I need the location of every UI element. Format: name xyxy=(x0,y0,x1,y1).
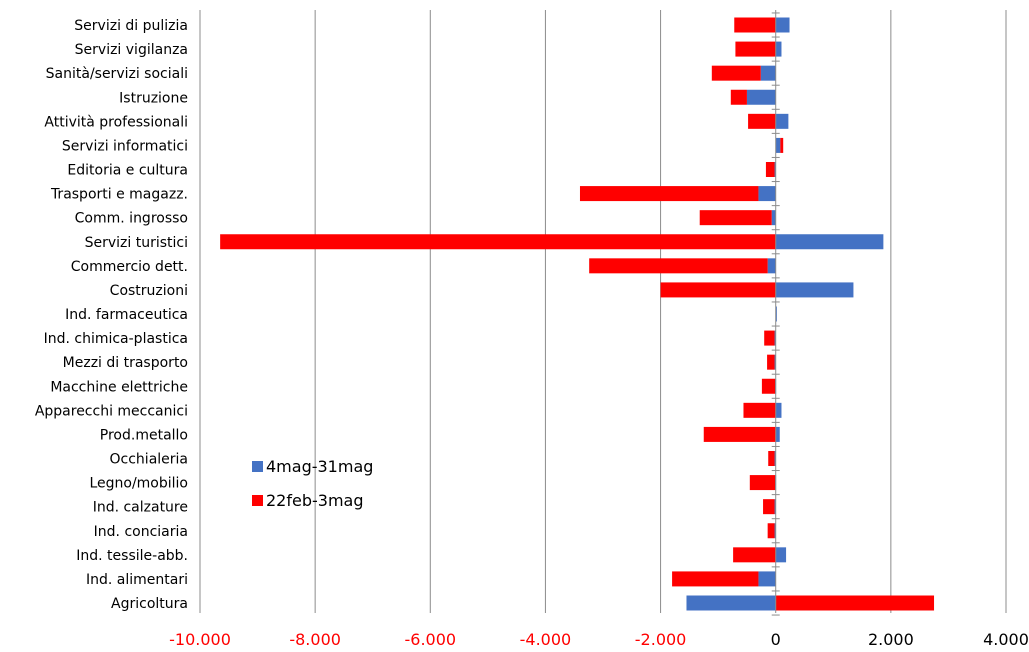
legend-swatch xyxy=(252,495,263,506)
bar-series-1 xyxy=(771,210,776,226)
bar-series-1 xyxy=(775,426,780,442)
category-label: Mezzi di trasporto xyxy=(63,355,188,371)
bar-series-2 xyxy=(775,595,935,611)
bar-series-2 xyxy=(730,89,747,105)
category-label: Editoria e cultura xyxy=(67,163,188,179)
category-label: Macchine elettriche xyxy=(50,379,188,395)
x-tick-label: -4.000 xyxy=(520,630,572,649)
bar-series-1 xyxy=(775,113,789,129)
x-tick-label: -10.000 xyxy=(169,630,231,649)
bar-series-2 xyxy=(220,234,776,250)
x-tick-label: -8.000 xyxy=(289,630,341,649)
bar-series-1 xyxy=(774,330,776,346)
bar-series-2 xyxy=(672,571,759,587)
bar-series-1 xyxy=(775,41,782,57)
category-label: Occhialeria xyxy=(110,452,188,468)
bar-series-2 xyxy=(660,282,776,298)
category-label: Servizi turistici xyxy=(85,235,188,251)
category-label: Trasporti e magazz. xyxy=(50,187,188,203)
category-label: Ind. chimica-plastica xyxy=(44,331,188,347)
legend-swatch xyxy=(252,461,263,472)
bar-series-1 xyxy=(760,65,776,81)
legend-label: 22feb-3mag xyxy=(266,491,364,510)
bar-series-1 xyxy=(775,306,777,322)
category-label: Comm. ingrosso xyxy=(75,211,188,227)
bar-series-2 xyxy=(780,137,784,153)
bar-series-1 xyxy=(775,234,884,250)
bar-series-1 xyxy=(767,258,776,274)
category-label: Attività professionali xyxy=(44,114,188,130)
category-label: Ind. farmaceutica xyxy=(65,307,188,323)
category-label: Commercio dett. xyxy=(71,259,188,275)
x-tick-label: -2.000 xyxy=(635,630,687,649)
bar-series-2 xyxy=(733,547,776,563)
bar-series-2 xyxy=(711,65,761,81)
bar-series-1 xyxy=(746,89,776,105)
bar-series-2 xyxy=(763,499,775,515)
category-label: Sanità/servizi sociali xyxy=(46,66,188,82)
bar-series-1 xyxy=(775,282,854,298)
category-label: Agricoltura xyxy=(111,596,188,612)
bar-series-2 xyxy=(768,451,775,466)
category-label: Servizi informatici xyxy=(62,138,188,154)
bar-series-1 xyxy=(758,186,776,202)
bar-series-1 xyxy=(775,547,787,563)
x-tick-label: 2.000 xyxy=(868,630,914,649)
category-label: Ind. alimentari xyxy=(86,572,188,588)
x-tick-label: 0 xyxy=(771,630,781,649)
bar-series-1 xyxy=(774,523,776,539)
category-label: Prod.metallo xyxy=(100,427,188,443)
bar-series-2 xyxy=(579,186,759,202)
bar-series-2 xyxy=(765,162,775,177)
bar-series-2 xyxy=(735,41,776,57)
category-label: Apparecchi meccanici xyxy=(35,403,188,419)
x-tick-labels: -10.000 -8.000 -6.000 -4.000 -2.000 0 2.000 4.0… xyxy=(169,630,1029,649)
bar-series-1 xyxy=(775,137,781,153)
bar-series-1 xyxy=(774,499,776,515)
bar-series-2 xyxy=(699,210,772,226)
bar-series-1 xyxy=(774,162,776,177)
legend: 4mag-31mag 22feb-3mag xyxy=(252,457,373,510)
bar-series-1 xyxy=(775,402,782,418)
bar-series-1 xyxy=(774,451,776,466)
bar-series-2 xyxy=(749,475,776,491)
grid-lines xyxy=(199,10,1007,613)
zero-axis xyxy=(771,10,780,616)
bars xyxy=(220,17,935,611)
category-label: Ind. conciaria xyxy=(94,524,188,540)
legend-label: 4mag-31mag xyxy=(266,457,373,476)
bar-series-2 xyxy=(767,354,775,370)
category-label: Ind. calzature xyxy=(93,500,188,516)
category-label: Legno/mobilio xyxy=(89,476,188,492)
x-tick-label: 4.000 xyxy=(983,630,1029,649)
bar-series-1 xyxy=(774,354,776,370)
bar-series-2 xyxy=(743,402,776,418)
bar-series-1 xyxy=(758,571,776,587)
category-label: Servizi di pulizia xyxy=(74,18,188,34)
bar-series-1 xyxy=(775,17,790,33)
category-labels: Servizi di pulizia Servizi vigilanza Sanit… xyxy=(35,18,188,612)
category-label: Servizi vigilanza xyxy=(75,42,188,58)
bar-series-2 xyxy=(703,426,776,442)
category-label: Costruzioni xyxy=(110,283,188,299)
bar-series-2 xyxy=(734,17,776,33)
category-label: Istruzione xyxy=(119,90,188,106)
bar-series-2 xyxy=(761,378,776,394)
category-label: Ind. tessile-abb. xyxy=(76,548,188,564)
bar-series-1 xyxy=(686,595,776,611)
bar-series-2 xyxy=(764,330,775,346)
bar-series-2 xyxy=(748,113,776,129)
x-tick-label: -6.000 xyxy=(404,630,456,649)
bar-series-2 xyxy=(589,258,768,274)
bar-series-2 xyxy=(767,523,775,539)
